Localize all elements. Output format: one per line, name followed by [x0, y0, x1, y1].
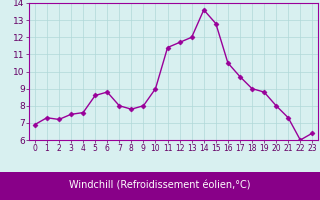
Text: Windchill (Refroidissement éolien,°C): Windchill (Refroidissement éolien,°C): [69, 181, 251, 191]
